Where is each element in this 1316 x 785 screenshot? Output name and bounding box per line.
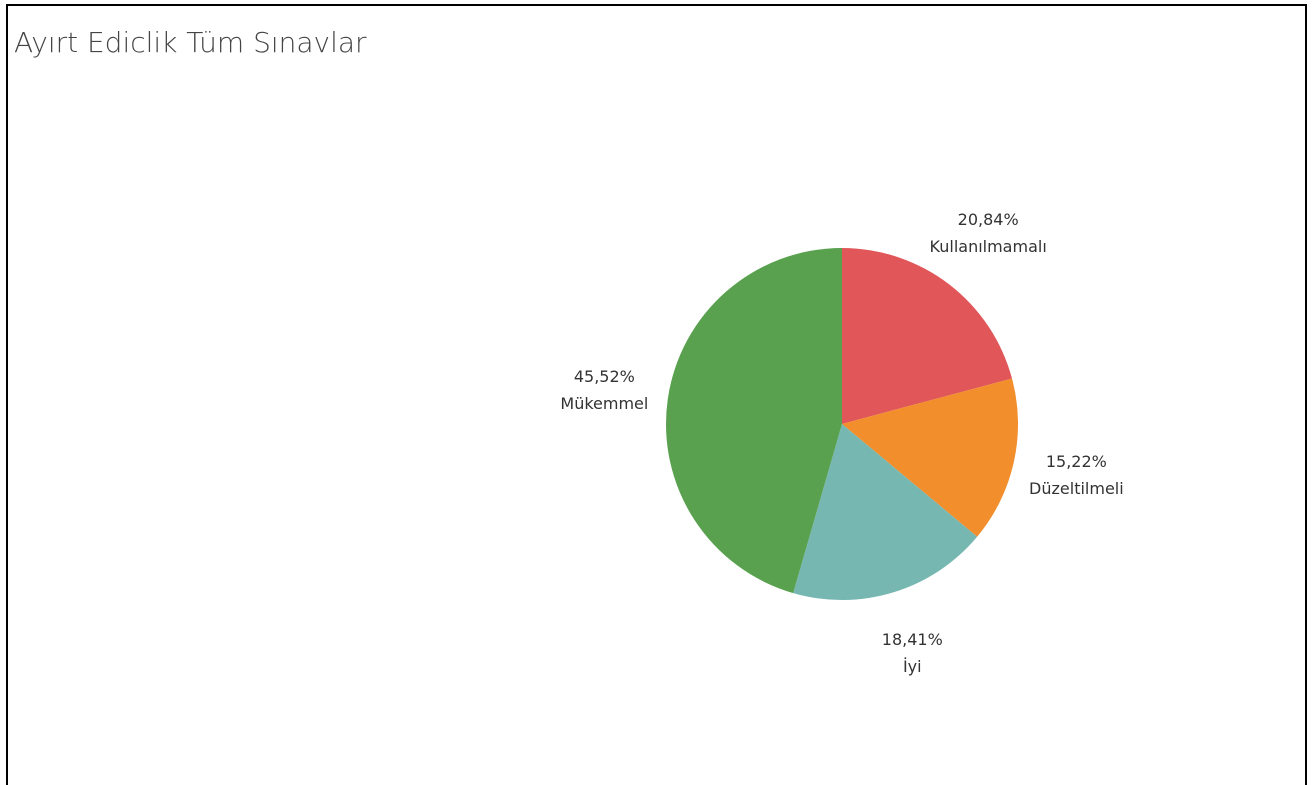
pie-slice: [666, 248, 842, 594]
category-label: Mükemmel: [560, 394, 648, 413]
pie-slice: [842, 378, 1018, 537]
frame: [6, 4, 1307, 785]
value-label: 45,52%: [574, 367, 635, 386]
value-label: 20,84%: [958, 210, 1019, 229]
chart-title: Ayırt Ediclik Tüm Sınavlar: [14, 26, 367, 59]
category-label: İyi: [903, 657, 922, 676]
category-label: Düzeltilmeli: [1029, 479, 1124, 498]
value-label: 18,41%: [882, 630, 943, 649]
category-label: Kullanılmamalı: [930, 237, 1047, 256]
pie-slice: [793, 424, 978, 600]
value-label: 15,22%: [1046, 452, 1107, 471]
pie-slice: [842, 248, 1013, 424]
